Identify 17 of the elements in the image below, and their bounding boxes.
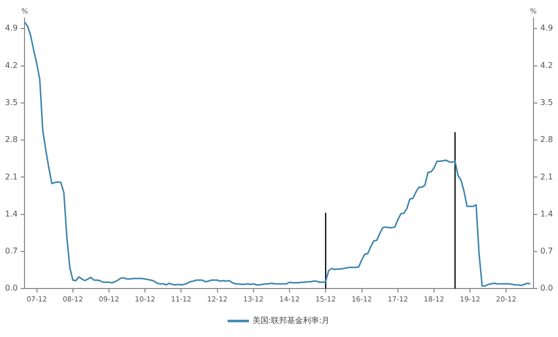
y-tick-label: 4.2 xyxy=(4,60,18,70)
y-tick-label: 3.5 xyxy=(4,98,18,107)
y2-tick-label: 2.8 xyxy=(540,135,554,144)
y2-tick-label: 3.5 xyxy=(540,98,554,107)
y2-tick-label: 1.4 xyxy=(540,209,554,218)
y2-tick-label: 0.0 xyxy=(540,284,554,293)
y2-tick-label: 4.9 xyxy=(540,24,554,33)
y-tick-label: 1.4 xyxy=(4,209,18,218)
y2-tick-label: 0.7 xyxy=(540,246,554,256)
y2-tick-label: 2.1 xyxy=(540,172,554,182)
y2-tick-label: 4.2 xyxy=(540,60,554,70)
y-tick-label: 2.8 xyxy=(4,135,18,144)
legend-label: 美国:联邦基金利率:月 xyxy=(252,316,330,326)
y-tick-label: 2.1 xyxy=(4,172,18,182)
y-tick-label: 0.7 xyxy=(4,246,18,256)
y-tick-label: 0.0 xyxy=(4,284,18,293)
y-tick-label: 4.9 xyxy=(4,24,18,33)
